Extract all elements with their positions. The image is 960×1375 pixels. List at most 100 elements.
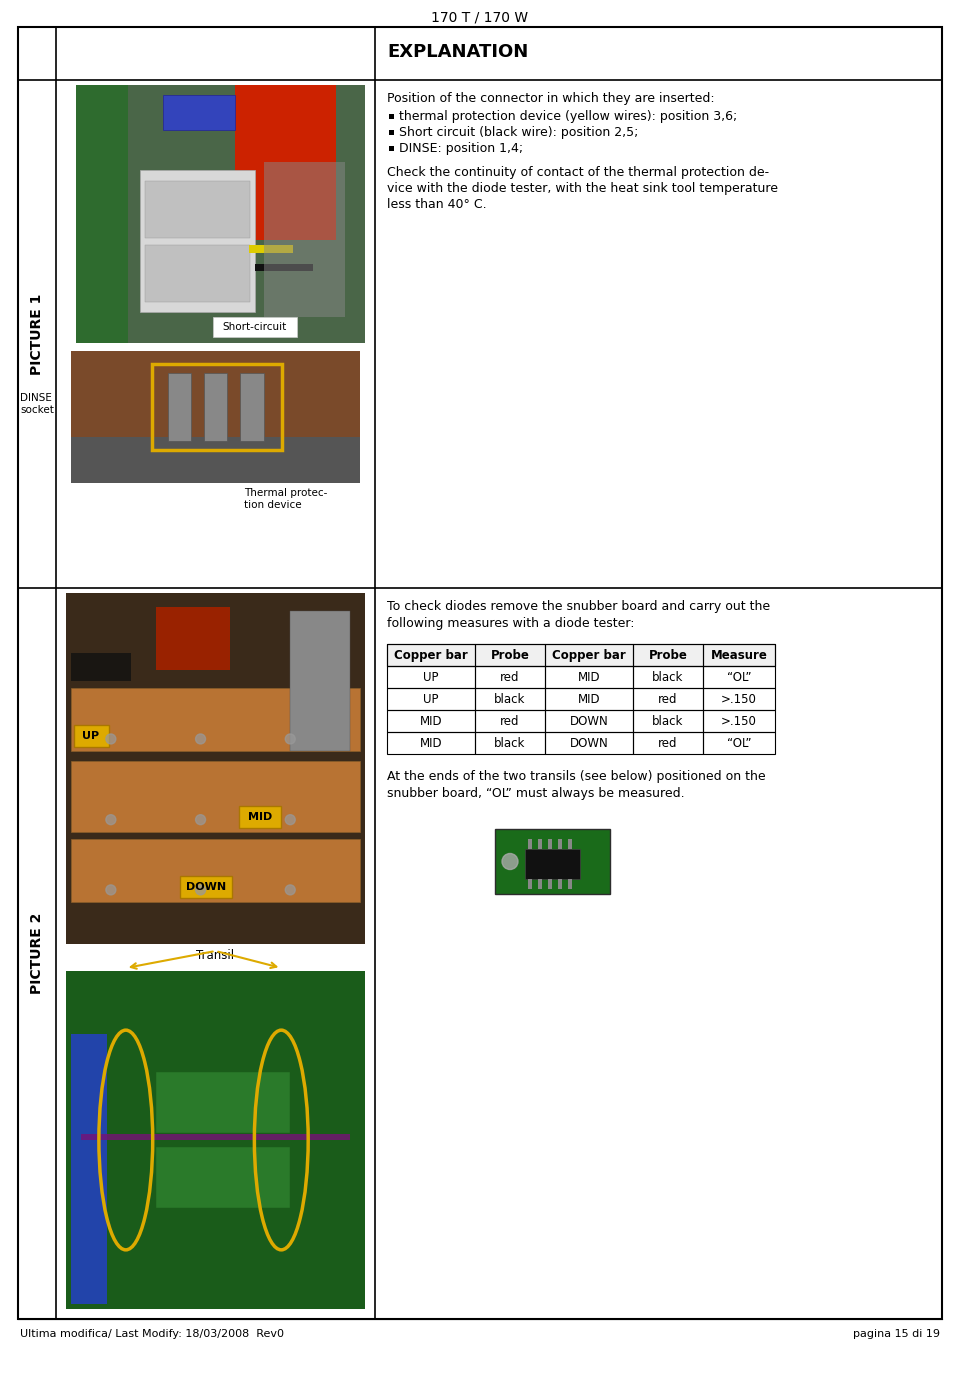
Bar	[387, 644, 475, 666]
Bar	[389, 146, 394, 151]
Bar	[156, 1072, 290, 1133]
Circle shape	[196, 734, 205, 744]
Circle shape	[196, 814, 205, 825]
Bar	[66, 971, 365, 1309]
Text: Thermal protec-
tion device: Thermal protec- tion device	[245, 488, 327, 510]
Bar	[545, 666, 633, 688]
Text: Short-circuit: Short-circuit	[223, 322, 287, 331]
Bar	[264, 162, 345, 318]
Text: PICTURE 2: PICTURE 2	[30, 913, 44, 994]
Circle shape	[106, 734, 116, 744]
Text: black: black	[494, 737, 526, 749]
Bar	[152, 364, 282, 450]
Text: black: black	[494, 693, 526, 705]
Bar	[475, 732, 545, 754]
Bar	[475, 666, 545, 688]
Bar	[71, 351, 360, 483]
Circle shape	[285, 886, 296, 895]
Text: PICTURE 1: PICTURE 1	[30, 293, 44, 375]
Bar	[633, 644, 703, 666]
Bar	[74, 725, 109, 747]
Bar	[387, 710, 475, 732]
Bar	[156, 1147, 290, 1207]
Bar	[240, 373, 264, 441]
Bar	[633, 732, 703, 754]
Bar	[145, 245, 251, 302]
Circle shape	[502, 854, 518, 869]
Bar	[71, 839, 360, 902]
Text: EXPLANATION: EXPLANATION	[387, 43, 528, 60]
Text: Probe: Probe	[491, 649, 529, 661]
Text: MID: MID	[578, 693, 600, 705]
Bar	[495, 829, 610, 894]
Bar	[145, 182, 251, 238]
Text: DINSE
socket: DINSE socket	[20, 393, 54, 415]
Text: 170 T / 170 W: 170 T / 170 W	[431, 10, 529, 23]
Text: red: red	[500, 671, 519, 683]
Bar	[558, 879, 562, 890]
Bar	[703, 710, 775, 732]
Bar	[545, 644, 633, 666]
Bar	[703, 644, 775, 666]
Text: Probe: Probe	[649, 649, 687, 661]
Bar	[66, 593, 365, 945]
Text: Copper bar: Copper bar	[395, 649, 468, 661]
Bar	[633, 688, 703, 710]
Bar	[76, 85, 128, 342]
Bar	[633, 710, 703, 732]
Bar	[71, 762, 360, 832]
Text: black: black	[652, 671, 684, 683]
Bar	[525, 848, 580, 879]
Text: >.150: >.150	[721, 693, 756, 705]
Text: Measure: Measure	[710, 649, 767, 661]
Text: Short circuit (black wire): position 2,5;: Short circuit (black wire): position 2,5…	[399, 126, 638, 139]
Text: Check the continuity of contact of the thermal protection de-: Check the continuity of contact of the t…	[387, 166, 769, 179]
Circle shape	[196, 886, 205, 895]
Bar	[239, 806, 281, 828]
Bar	[71, 688, 360, 751]
Text: >.150: >.150	[721, 715, 756, 727]
Text: MID: MID	[420, 737, 443, 749]
Bar	[71, 653, 131, 681]
Text: UP: UP	[83, 732, 100, 741]
Bar	[703, 666, 775, 688]
Bar	[139, 170, 255, 312]
Bar	[528, 879, 532, 890]
Bar	[71, 1034, 107, 1304]
Text: UP: UP	[423, 671, 439, 683]
Circle shape	[285, 734, 296, 744]
Bar	[387, 732, 475, 754]
Text: red: red	[659, 693, 678, 705]
Text: vice with the diode tester, with the heat sink tool temperature: vice with the diode tester, with the hea…	[387, 182, 778, 195]
Bar	[545, 732, 633, 754]
Bar	[703, 688, 775, 710]
Text: red: red	[500, 715, 519, 727]
Circle shape	[285, 814, 296, 825]
Bar	[387, 644, 775, 666]
Circle shape	[106, 814, 116, 825]
Text: DOWN: DOWN	[569, 715, 609, 727]
Bar	[538, 839, 542, 848]
Bar	[703, 732, 775, 754]
Text: Ultima modifica/ Last Modify: 18/03/2008  Rev0: Ultima modifica/ Last Modify: 18/03/2008…	[20, 1330, 284, 1339]
Bar	[290, 610, 350, 751]
Bar	[168, 373, 191, 441]
Text: “OL”: “OL”	[727, 671, 752, 683]
Bar	[71, 437, 360, 483]
Bar	[475, 644, 545, 666]
Text: Transil: Transil	[197, 949, 234, 962]
Circle shape	[106, 886, 116, 895]
Bar	[255, 264, 313, 271]
Text: pagina 15 di 19: pagina 15 di 19	[853, 1330, 940, 1339]
Bar	[250, 245, 293, 253]
Bar	[76, 85, 365, 342]
Bar	[538, 879, 542, 890]
Bar	[81, 1134, 350, 1140]
Bar	[545, 688, 633, 710]
Bar	[545, 710, 633, 732]
Bar	[558, 839, 562, 848]
Text: snubber board, “OL” must always be measured.: snubber board, “OL” must always be measu…	[387, 786, 684, 800]
Bar	[568, 839, 572, 848]
Text: MID: MID	[420, 715, 443, 727]
Text: less than 40° C.: less than 40° C.	[387, 198, 487, 210]
